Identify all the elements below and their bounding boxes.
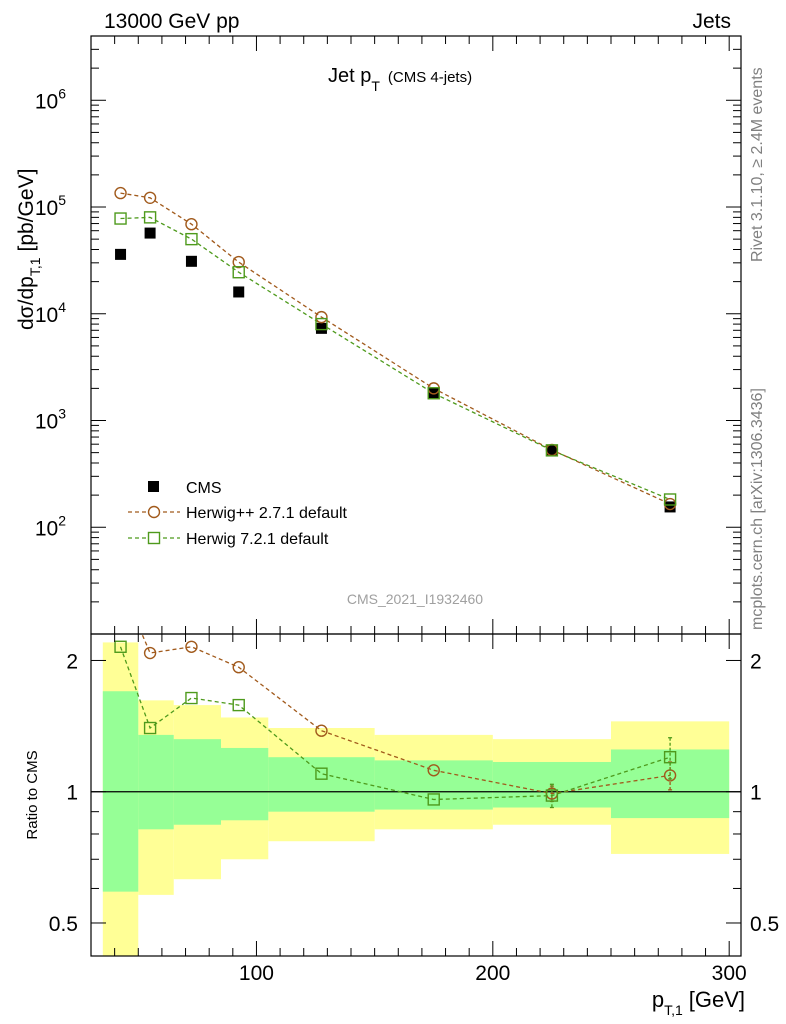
ratio-band-green xyxy=(138,734,174,830)
chart-title-extra: (CMS 4-jets) xyxy=(388,69,472,86)
ratio-series-line-1 xyxy=(119,646,671,801)
cms-data-point xyxy=(664,501,676,513)
herwig7-point xyxy=(315,317,328,331)
herwigpp-point xyxy=(232,255,245,269)
herwig7-point xyxy=(143,211,157,224)
chart-title: Jet pT (CMS 4-jets) xyxy=(328,65,472,94)
ratio-herwigpp-point xyxy=(115,578,126,589)
x-axis-label: pT,1 [GeV] xyxy=(652,987,745,1018)
legend-marker-herwigpp xyxy=(147,505,161,519)
rivet-label: Rivet 3.1.10, ≥ 2.4M events xyxy=(749,67,766,262)
herwig7-point xyxy=(114,212,127,225)
herwigpp-point xyxy=(185,218,198,231)
main-panel: 102 103 104 105 106 Jet pT (CMS 4-jets) dσ/dp… xyxy=(15,35,742,635)
cms-data-point xyxy=(115,248,127,260)
ratio-herwig7-point xyxy=(427,793,440,806)
x-axis-label-sub: T,1 xyxy=(664,1002,683,1018)
ratio-band-green xyxy=(173,739,221,825)
legend-label-herwig7: Herwig 7.2.1 default xyxy=(186,531,329,548)
herwig7-point xyxy=(232,266,245,279)
main-y-label-main: dσ/dp xyxy=(15,276,38,330)
ratio-herwig7-point xyxy=(315,767,328,780)
x-axis-label-main: p xyxy=(652,987,664,1012)
chart-title-main: Jet p xyxy=(328,65,371,87)
ratio-herwigpp-point xyxy=(143,646,157,660)
herwig7-point xyxy=(185,232,198,246)
ratio-herwigpp-point xyxy=(232,661,245,674)
x-tick-label: 100 xyxy=(239,962,274,985)
ratio-y-tick-label-left: 2 xyxy=(66,650,78,673)
ratio-herwigpp-point xyxy=(315,724,328,737)
ratio-y-tick-label-left: 0.5 xyxy=(49,913,78,936)
ratio-herwig7-point xyxy=(185,691,198,705)
ratio-herwig7-point xyxy=(143,721,157,735)
cms-data-point xyxy=(233,286,245,298)
legend: CMS Herwig++ 2.7.1 default Herwig 7.2.1 … xyxy=(128,480,348,548)
main-series-line-1 xyxy=(120,192,671,505)
main-y-label: dσ/dpT,1 [pb/GeV] xyxy=(15,169,43,330)
herwig7-point xyxy=(545,444,559,457)
main-y-tick-label: 105 xyxy=(35,192,66,220)
mcplots-label: mcplots.cern.ch [arXiv:1306.3436] xyxy=(749,388,766,630)
main-y-tick-label: 102 xyxy=(35,512,66,540)
ratio-y-label: Ratio to CMS xyxy=(24,750,41,839)
ratio-panel: 0.5 0.5 1 1 2 2 100 200 300 Ratio to CMS pT,1 [Ge… xyxy=(24,578,779,1018)
header-left: 13000 GeV pp xyxy=(104,10,239,33)
chart-title-sub: T xyxy=(371,78,380,94)
herwigpp-point xyxy=(315,310,328,324)
x-tick-label: 300 xyxy=(712,962,747,985)
cms-data-point xyxy=(546,444,558,456)
herwigpp-point xyxy=(143,191,157,204)
ratio-y-tick-label-left: 1 xyxy=(66,782,78,805)
x-axis-label-unit: [GeV] xyxy=(689,987,745,1012)
ratio-herwig7-point xyxy=(663,750,677,764)
main-y-tick-label: 104 xyxy=(35,299,66,327)
ratio-herwigpp-point xyxy=(427,764,440,777)
ratio-band-green xyxy=(374,760,493,810)
x-tick-label: 200 xyxy=(475,962,510,985)
header-right: Jets xyxy=(692,10,731,33)
legend-label-herwigpp: Herwig++ 2.7.1 default xyxy=(186,505,348,522)
ratio-panel-frame xyxy=(90,633,742,957)
ratio-herwig7-point xyxy=(232,698,245,712)
main-y-label-unit: [pb/GeV] xyxy=(15,169,38,252)
ratio-herwigpp-point xyxy=(185,640,198,653)
main-y-label-sub: T,1 xyxy=(27,257,43,276)
legend-marker-cms xyxy=(148,481,159,492)
main-y-tick-label: 103 xyxy=(35,406,66,434)
main-series-line-2 xyxy=(120,216,671,501)
ratio-herwig7-point xyxy=(545,789,559,802)
ratio-series-line-0 xyxy=(141,634,671,795)
ratio-y-tick-label-right: 2 xyxy=(750,650,762,673)
analysis-watermark: CMS_2021_I1932460 xyxy=(347,591,483,607)
cms-data-point xyxy=(185,255,197,267)
ratio-y-tick-label-right: 0.5 xyxy=(750,913,779,936)
herwigpp-point xyxy=(114,186,127,200)
herwig7-point xyxy=(663,493,677,506)
ratio-y-tick-label-right: 1 xyxy=(750,782,762,805)
herwig7-point xyxy=(427,387,440,400)
legend-label-cms: CMS xyxy=(186,480,222,497)
ratio-band-green xyxy=(221,747,269,821)
ratio-herwig7-point xyxy=(114,640,127,653)
ratio-band-green xyxy=(268,757,375,812)
cms-data-point xyxy=(144,227,156,239)
legend-marker-herwig7 xyxy=(147,531,161,545)
main-y-tick-label: 106 xyxy=(35,85,66,113)
cms-data-point xyxy=(315,322,327,334)
